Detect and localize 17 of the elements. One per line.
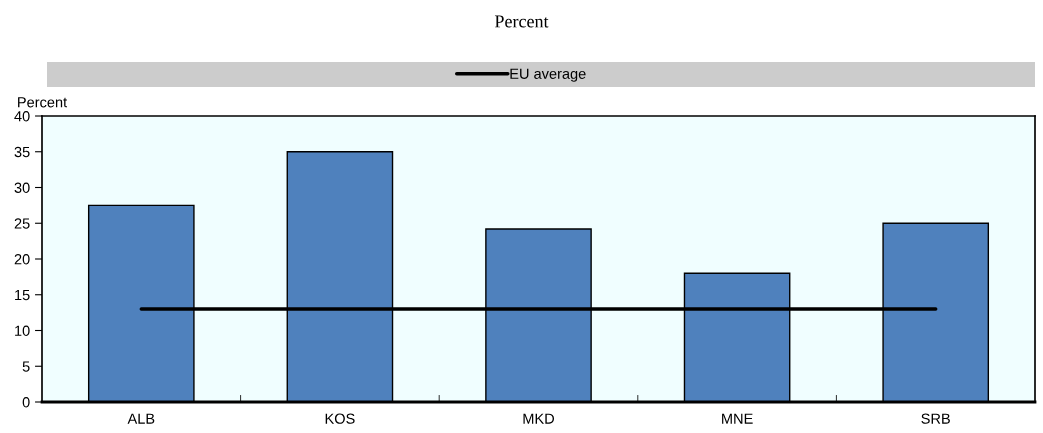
y-tick-label: 5 <box>22 361 30 372</box>
legend-label: EU average <box>510 68 586 82</box>
y-tick-label: 20 <box>14 254 30 265</box>
y-tick-label: 10 <box>15 325 30 336</box>
y-tick-label: 25 <box>14 218 30 229</box>
x-tick-label: KOS <box>325 413 355 424</box>
y-tick-label: 35 <box>14 146 30 158</box>
chart-title: Percent <box>494 15 549 28</box>
y-tick-label: 40 <box>14 111 30 122</box>
y-tick-label: 30 <box>14 182 30 193</box>
y-tick-label: 15 <box>15 290 30 301</box>
x-tick-label: SRB <box>921 413 950 424</box>
y-axis-title: Percent <box>18 97 68 108</box>
x-tick-label: MNE <box>722 413 753 424</box>
x-tick-label: MKD <box>523 413 555 424</box>
x-tick-label: ALB <box>127 413 155 424</box>
y-tick-label: 0 <box>22 397 30 408</box>
